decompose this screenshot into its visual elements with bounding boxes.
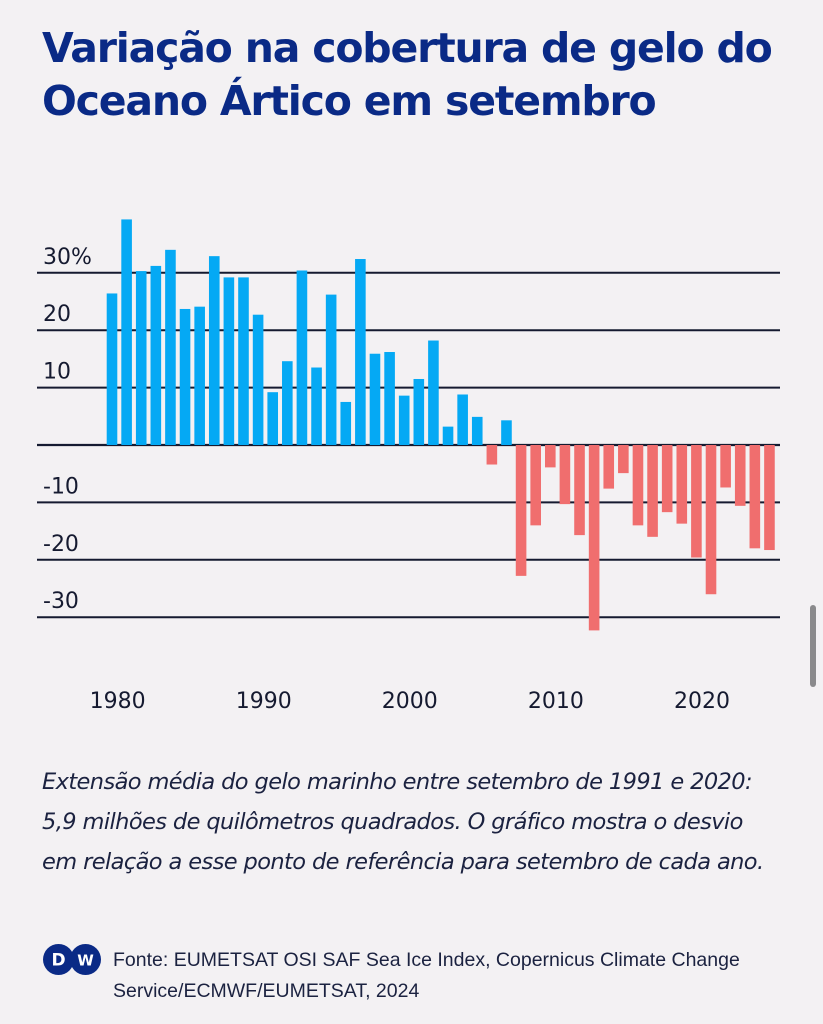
bar-1995 [340, 401, 352, 445]
bar-2010 [559, 445, 571, 505]
bar-1996 [355, 259, 366, 445]
y-axis-ticks: 30% 20 10 -10 -20 -30 [43, 245, 92, 614]
y-tick-label: -10 [43, 474, 79, 499]
bar-2014 [618, 445, 629, 474]
bar-2000 [413, 378, 425, 445]
scrollbar[interactable] [810, 605, 816, 687]
bar-1993 [311, 367, 322, 445]
bar-1980 [121, 219, 132, 445]
bar-1984 [179, 308, 191, 445]
bar-1989 [252, 314, 264, 445]
y-tick-label: -30 [43, 589, 79, 614]
bar-1981 [135, 271, 147, 445]
bar-2008 [530, 445, 541, 526]
bar-1985 [194, 306, 205, 445]
bar-1990 [267, 392, 279, 445]
bar-2016 [647, 445, 658, 537]
bar-2024 [764, 445, 775, 551]
bar-2012 [588, 445, 600, 631]
bar-1982 [150, 265, 162, 445]
x-tick-label: 1990 [236, 689, 292, 714]
chart-title: Variação na cobertura de gelo do Oceano … [42, 24, 773, 125]
y-tick-label: 30% [43, 245, 92, 270]
bar-1983 [165, 249, 176, 445]
bar-1998 [384, 352, 395, 445]
bar-1997 [369, 353, 381, 445]
bar-2017 [661, 445, 673, 513]
y-tick-label: 10 [43, 360, 71, 385]
bar-2021 [720, 445, 731, 488]
dw-logo-letter-w: W [77, 952, 94, 970]
x-tick-label: 2000 [382, 689, 438, 714]
bar-2013 [603, 445, 615, 489]
bar-2022 [734, 445, 746, 506]
x-tick-label: 1980 [90, 689, 146, 714]
bar-2019 [691, 445, 702, 558]
y-tick-label: 20 [43, 302, 71, 327]
source-note: Fonte: EUMETSAT OSI SAF Sea Ice Index, C… [113, 949, 740, 1002]
bar-2023 [749, 445, 761, 549]
bar-2015 [632, 445, 644, 526]
bar-1991 [282, 361, 293, 445]
bar-2002 [442, 426, 454, 445]
bar-2004 [471, 416, 483, 445]
bar-2009 [545, 445, 556, 468]
bar-1987 [223, 277, 235, 445]
y-tick-label: -20 [43, 532, 79, 557]
bar-1999 [398, 395, 410, 445]
chart-caption: Extensão média do gelo marinho entre set… [42, 769, 764, 875]
bar-2003 [457, 394, 468, 445]
x-tick-label: 2020 [674, 689, 730, 714]
bar-2020 [705, 445, 717, 595]
bar-2005 [486, 445, 498, 465]
x-axis-ticks: 1980 1990 2000 2010 2020 [90, 689, 730, 714]
x-tick-label: 2010 [528, 689, 584, 714]
bar-1986 [208, 256, 220, 445]
bar-2001 [428, 340, 439, 445]
bar-1994 [325, 294, 337, 445]
dw-logo-letter-d: D [51, 951, 65, 971]
bar-1988 [238, 277, 249, 445]
bar-2006 [501, 420, 512, 445]
bar-1979 [106, 293, 118, 445]
bar-1992 [296, 270, 308, 445]
footer: D W Fonte: EUMETSAT OSI SAF Sea Ice Inde… [43, 944, 783, 1014]
bars [106, 219, 775, 631]
bar-chart: 30%2010-10-20-30 1980 1990 2000 2010 2020 [37, 219, 780, 714]
bar-2011 [574, 445, 585, 536]
bar-2007 [515, 445, 527, 576]
bar-2018 [676, 445, 688, 524]
dw-logo-icon: D W [43, 944, 101, 975]
